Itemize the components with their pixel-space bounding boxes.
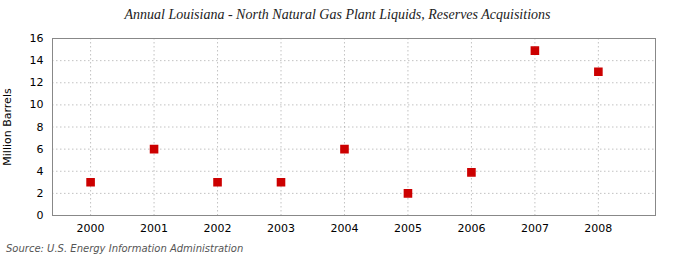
svg-text:2004: 2004	[330, 222, 358, 235]
svg-text:4: 4	[37, 165, 44, 178]
svg-text:2008: 2008	[584, 222, 612, 235]
svg-text:2: 2	[37, 187, 44, 200]
svg-text:16: 16	[30, 32, 44, 45]
svg-text:2002: 2002	[204, 222, 232, 235]
svg-text:2006: 2006	[457, 222, 485, 235]
svg-text:10: 10	[30, 98, 44, 111]
svg-text:8: 8	[37, 121, 44, 134]
svg-text:6: 6	[37, 143, 44, 156]
svg-text:2000: 2000	[77, 222, 105, 235]
html-text:Annual Louisiana - North Natur: Annual Louisiana - North Natural Gas Pla…	[124, 7, 551, 22]
svg-text:12: 12	[30, 76, 44, 89]
svg-text:Million Barrels: Million Barrels	[1, 88, 14, 166]
svg-text:2003: 2003	[267, 222, 295, 235]
svg-text:2005: 2005	[394, 222, 422, 235]
html-text:Source: U.S. Energy Informatio: Source: U.S. Energy Information Administ…	[6, 243, 244, 254]
svg-text:2007: 2007	[521, 222, 549, 235]
svg-text:14: 14	[30, 54, 44, 67]
svg-text:0: 0	[37, 209, 44, 222]
svg-text:2001: 2001	[140, 222, 168, 235]
